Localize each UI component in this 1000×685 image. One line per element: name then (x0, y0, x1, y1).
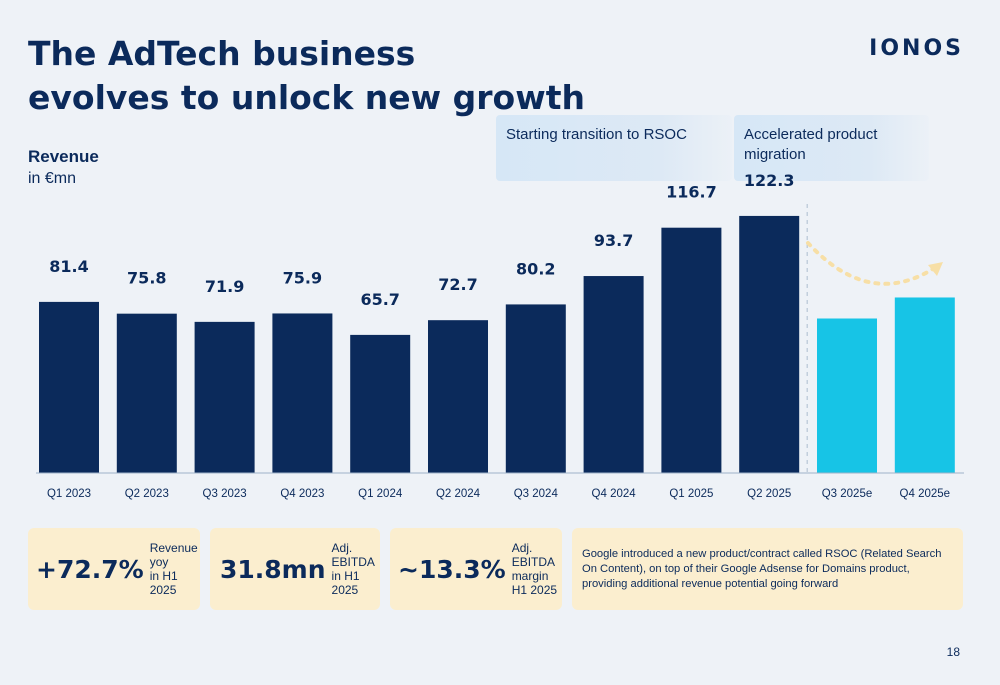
kpi-adj-ebitda-label: Adj. EBITDA in H1 2025 (331, 541, 375, 597)
chart-y-unit: in €mn (28, 170, 77, 187)
bar-q1-2025 (661, 227, 722, 473)
x-tick-label: Q4 2025e (900, 488, 951, 500)
data-label: 116.7 (666, 183, 717, 202)
kpi-ebitda-margin-label: Adj. EBITDA margin H1 2025 (511, 541, 558, 597)
data-label: 75.9 (283, 268, 322, 287)
x-tick-label: Q4 2023 (280, 488, 324, 500)
bar-q2-2023 (116, 313, 177, 473)
data-label: 93.7 (594, 231, 633, 250)
bar-q2-2025 (739, 215, 800, 473)
callout-rsoc-transition-text: Starting transition to RSOC (506, 126, 687, 143)
x-tick-label: Q2 2024 (436, 488, 481, 500)
page-number: 18 (946, 645, 960, 659)
x-tick-label: Q3 2024 (514, 488, 559, 500)
x-tick-label: Q1 2025 (669, 488, 713, 500)
x-tick-label: Q3 2023 (203, 488, 247, 500)
data-label: 81.4 (49, 257, 88, 276)
x-tick-label: Q2 2023 (125, 488, 169, 500)
x-tick-label: Q4 2024 (592, 488, 637, 500)
x-tick-label: Q1 2023 (47, 488, 91, 500)
data-label: 65.7 (360, 290, 399, 309)
kpi-revenue-yoy: +72.7% Revenue yoy in H1 2025 (28, 528, 200, 610)
kpi-ebitda-margin-value: ~13.3% (398, 554, 506, 584)
bar-q1-2024 (350, 334, 411, 473)
bar-q4-2024 (583, 276, 644, 473)
callout-rsoc-transition: Starting transition to RSOC (496, 115, 732, 181)
data-label: 80.2 (516, 259, 555, 278)
data-label: 72.7 (438, 275, 477, 294)
callout-product-migration-text: Accelerated product migration (744, 126, 878, 163)
data-label: 71.9 (205, 277, 244, 296)
bar-q3-2025e (817, 318, 877, 473)
bar-q3-2024 (505, 304, 566, 473)
growth-arrow-head (928, 262, 943, 276)
x-tick-label: Q1 2024 (358, 488, 403, 500)
x-tick-label: Q3 2025e (822, 488, 873, 500)
bar-q3-2023 (194, 321, 255, 473)
page-title: The AdTech business evolves to unlock ne… (28, 34, 585, 117)
x-tick-label: Q2 2025 (747, 488, 791, 500)
revenue-bar-chart: 81.4 Q1 2023 75.8 Q2 2023 71.9 Q3 2023 75.9 Q4 … (36, 171, 964, 500)
bar-q2-2024 (428, 320, 488, 473)
data-label: 75.8 (127, 269, 166, 288)
bar-q4-2025e (894, 297, 955, 473)
bar-q4-2023 (272, 313, 333, 473)
kpi-revenue-yoy-label: Revenue yoy in H1 2025 (149, 541, 198, 597)
kpi-adj-ebitda: 31.8mn Adj. EBITDA in H1 2025 (210, 528, 380, 610)
chart-y-label: Revenue (28, 147, 99, 166)
kpi-ebitda-margin: ~13.3% Adj. EBITDA margin H1 2025 (390, 528, 562, 610)
callout-product-migration: Accelerated product migration (734, 115, 929, 181)
kpi-revenue-yoy-value: +72.7% (36, 554, 144, 584)
kpi-adj-ebitda-value: 31.8mn (220, 554, 326, 584)
rsoc-note: Google introduced a new product/contract… (572, 528, 963, 610)
growth-arrow (806, 241, 938, 286)
ionos-logo: IONOS (869, 36, 964, 61)
data-label: 122.3 (744, 171, 795, 190)
bar-q1-2023 (39, 301, 99, 473)
